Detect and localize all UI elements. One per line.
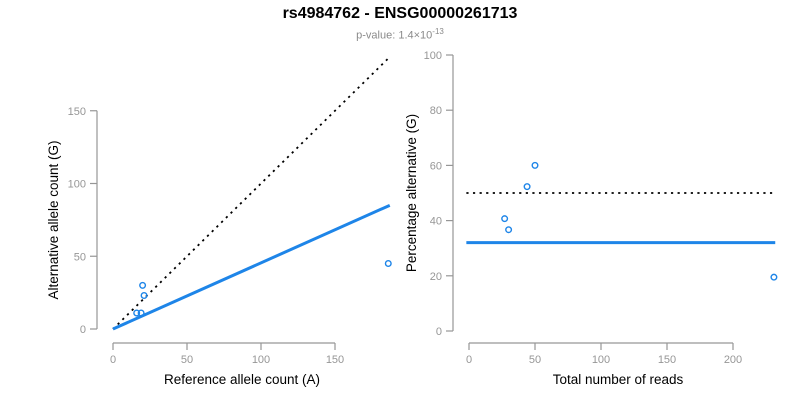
x-tick-label: 0 (466, 354, 472, 366)
page-title: rs4984762 - ENSG00000261713 (282, 5, 518, 22)
pvalue-base: 1.4×10 (398, 29, 433, 42)
y-axis-title: Percentage alternative (G) (404, 114, 419, 272)
y-tick-label: 100 (424, 50, 442, 62)
pvalue-exponent: -13 (432, 27, 444, 36)
left-scatter-plot: Reference allele count (A) Alternative a… (46, 57, 392, 387)
x-tick-label: 50 (529, 354, 541, 366)
x-tick-label: 150 (658, 354, 676, 366)
x-tick-label: 100 (252, 354, 270, 366)
pvalue-subtitle: p-value: 1.4×10-13 (0, 27, 800, 42)
y-axis-title: Alternative allele count (G) (46, 140, 61, 299)
x-tick-label: 0 (110, 354, 116, 366)
x-axis-title: Reference allele count (A) (164, 372, 320, 387)
data-point (140, 292, 148, 300)
identity-line (112, 57, 389, 330)
y-tick-label: 80 (430, 105, 442, 117)
data-point (501, 215, 509, 223)
data-point (523, 183, 531, 191)
data-point (137, 309, 145, 317)
right-scatter-plot: Total number of reads Percentage alterna… (404, 50, 778, 387)
data-point (505, 226, 513, 234)
x-axis-title: Total number of reads (553, 372, 684, 387)
y-tick-label: 0 (436, 326, 442, 338)
y-tick-label: 0 (80, 324, 86, 336)
data-point (770, 273, 778, 281)
data-point (139, 281, 147, 289)
x-tick-label: 50 (181, 354, 193, 366)
x-tick-label: 100 (592, 354, 610, 366)
pvalue-prefix: p-value: (356, 29, 399, 42)
x-tick-label: 200 (724, 354, 742, 366)
data-point (133, 309, 141, 317)
y-tick-label: 100 (68, 179, 86, 191)
y-tick-label: 40 (430, 216, 442, 228)
y-tick-label: 20 (430, 271, 442, 283)
y-tick-label: 50 (74, 251, 86, 263)
x-tick-label: 150 (326, 354, 344, 366)
y-tick-label: 150 (68, 106, 86, 118)
data-point (384, 260, 392, 268)
y-tick-label: 60 (430, 160, 442, 172)
fitted-ratio-line (112, 203, 391, 331)
data-point (531, 161, 539, 169)
